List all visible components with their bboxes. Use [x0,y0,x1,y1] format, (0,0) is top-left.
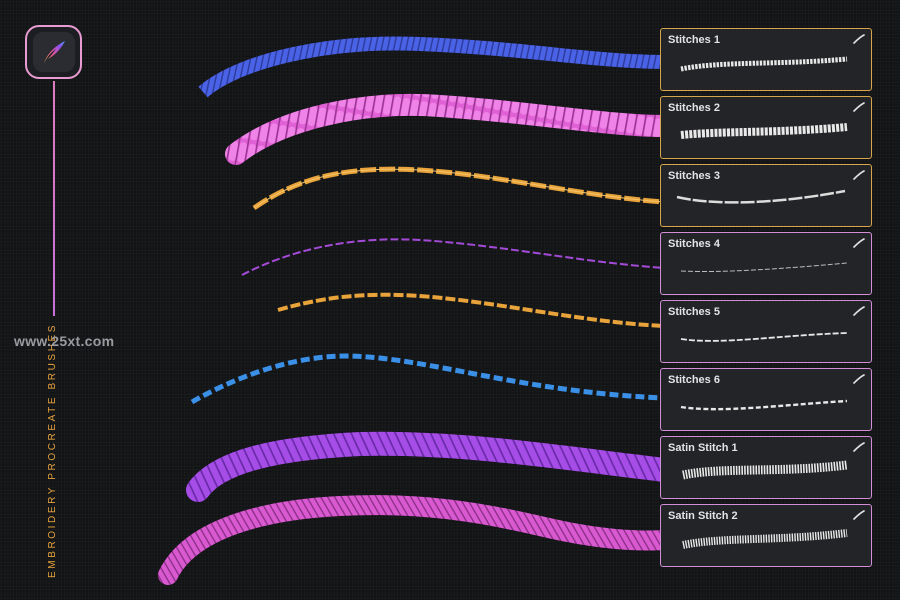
brush-name: Stitches 6 [668,374,720,386]
brush-name: Stitches 2 [668,102,720,114]
brush-stroke-satin-stitch-1 [186,431,676,502]
brush-stroke-satin-stitch-2 [158,495,674,585]
brush-item-stitches-2[interactable]: Stitches 2 [660,96,872,159]
brush-item-stitches-6[interactable]: Stitches 6 [660,368,872,431]
pen-stroke-icon [853,34,865,44]
decorative-divider [53,81,55,316]
pen-stroke-icon [853,238,865,248]
brush-item-stitches-4[interactable]: Stitches 4 [660,232,872,295]
brush-preview [680,56,848,72]
brush-stroke-stitches-6 [190,353,665,405]
brush-item-stitches-1[interactable]: Stitches 1 [660,28,872,91]
brush-name: Stitches 1 [668,34,720,46]
brush-preview [680,262,848,273]
brush-preview [680,399,848,411]
procreate-brush-icon [43,41,65,63]
pen-stroke-icon [853,510,865,520]
brush-name: Stitches 3 [668,170,720,182]
brush-preview [676,189,846,204]
pen-stroke-icon [853,442,865,452]
brush-stroke-stitches-5 [277,292,665,328]
brush-name: Stitches 4 [668,238,720,250]
brush-name: Stitches 5 [668,306,720,318]
brush-stroke-stitches-3-thread [253,168,665,209]
brush-item-stitches-3[interactable]: Stitches 3 [660,164,872,227]
brush-preview [682,529,848,549]
brush-item-satin-stitch-2[interactable]: Satin Stitch 2 [660,504,872,567]
pen-stroke-icon [853,170,865,180]
brush-stroke-stitches-4 [241,238,665,276]
brush-stroke-stitches-2 [225,93,675,165]
brush-preview [680,332,848,342]
pen-stroke-icon [853,102,865,112]
procreate-app-icon [25,25,82,79]
pen-stroke-icon [853,306,865,316]
watermark-text: www.25xt.com [14,333,115,349]
brush-preview [682,460,848,480]
pen-stroke-icon [853,374,865,384]
brush-stroke-stitches-1 [198,36,665,98]
brush-item-stitches-5[interactable]: Stitches 5 [660,300,872,363]
brush-name: Satin Stitch 1 [668,442,738,454]
brush-preview [680,123,848,139]
brush-name: Satin Stitch 2 [668,510,738,522]
brush-stroke-stitches-3 [252,166,665,211]
brush-item-satin-stitch-1[interactable]: Satin Stitch 1 [660,436,872,499]
